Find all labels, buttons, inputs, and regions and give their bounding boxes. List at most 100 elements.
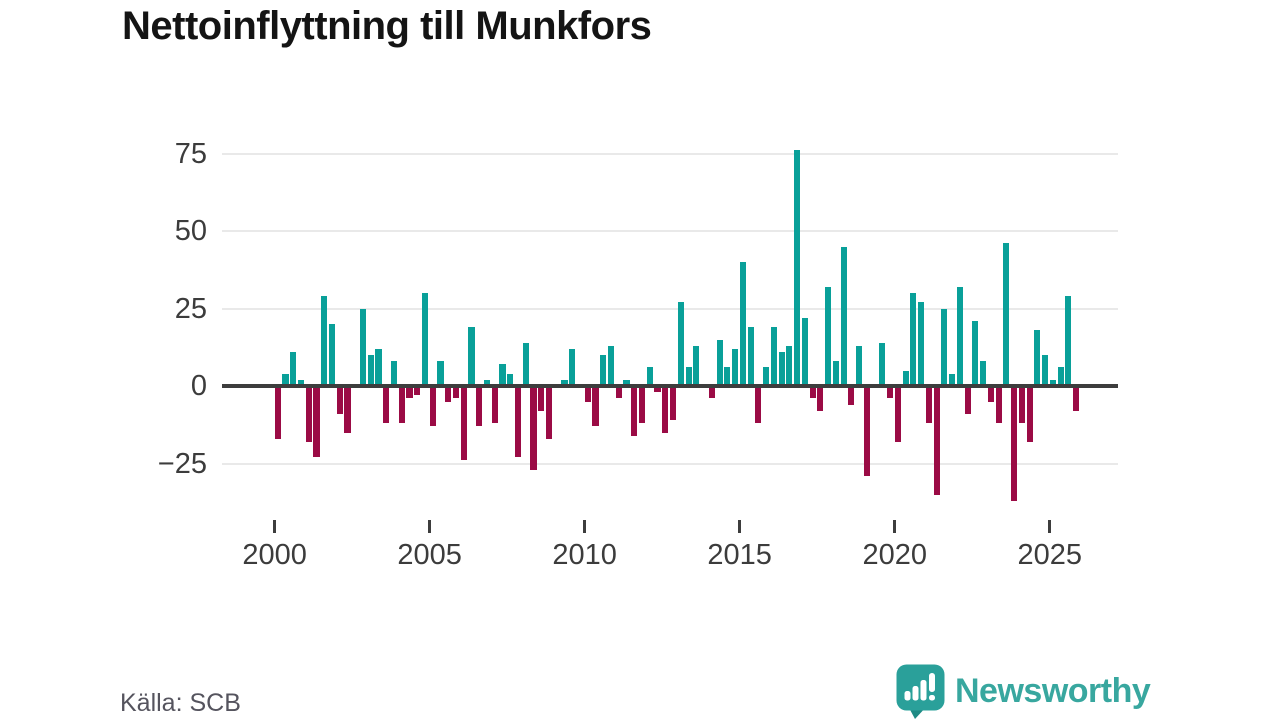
bar-2009Q2 <box>561 379 568 386</box>
bar-2022Q4 <box>980 361 987 386</box>
bar-2002Q4 <box>359 308 367 386</box>
bar-2023Q2 <box>995 386 1002 424</box>
bar-2025Q3 <box>1065 296 1072 386</box>
bar-2005Q2 <box>437 361 444 386</box>
bar-2001Q1 <box>305 386 312 442</box>
bar-2017Q1 <box>801 317 808 386</box>
bar-2007Q1 <box>491 386 498 424</box>
bar-2017Q4 <box>825 286 832 386</box>
bar-2006Q2 <box>468 327 475 386</box>
x-tick-label: 2010 <box>552 539 617 571</box>
x-tick-label: 2000 <box>242 539 307 571</box>
bar-2015Q4 <box>763 367 770 386</box>
x-tick-label: 2020 <box>862 539 928 571</box>
bar-2024Q2 <box>1026 386 1033 442</box>
bar-2011Q1 <box>615 386 622 399</box>
bar-2007Q2 <box>499 364 506 386</box>
gridline-75 <box>222 152 1118 155</box>
bar-2024Q4 <box>1042 355 1049 386</box>
bar-2010Q1 <box>584 386 591 402</box>
bar-2018Q4 <box>856 345 863 386</box>
bar-2014Q3 <box>724 367 731 386</box>
plot-area: 75 50 25 0 −25 2000 2005 2010 2015 2020 2025 <box>157 138 1118 571</box>
bar-2005Q3 <box>445 386 452 402</box>
bar-2004Q1 <box>398 386 405 424</box>
bar-2004Q3 <box>414 386 421 396</box>
y-tick-label: 25 <box>174 292 207 325</box>
bar-2000Q1 <box>274 386 281 439</box>
bar-2010Q4 <box>607 345 615 386</box>
bar-2018Q1 <box>832 361 839 386</box>
y-tick-label: 0 <box>190 370 207 402</box>
bar-2011Q3 <box>631 386 638 436</box>
bar-2014Q4 <box>732 348 739 386</box>
bar-2023Q3 <box>1003 243 1010 386</box>
bar-2008Q3 <box>538 386 545 411</box>
bar-2019Q1 <box>863 386 870 476</box>
gridline-25 <box>222 307 1118 310</box>
bar-2013Q1 <box>677 302 684 386</box>
bar-2021Q4 <box>949 373 956 386</box>
x-tick-2015 <box>738 520 742 533</box>
bar-2022Q3 <box>972 320 979 386</box>
bar-2020Q4 <box>918 302 925 386</box>
bar-2003Q3 <box>383 386 390 424</box>
chart-title: Nettoinflyttning till Munkfors <box>122 4 652 48</box>
bar-2021Q3 <box>941 308 948 386</box>
x-tick-2000 <box>273 520 277 533</box>
x-tick-label: 2005 <box>397 539 462 571</box>
bar-2022Q1 <box>956 286 963 386</box>
bar-2021Q2 <box>933 386 940 495</box>
bar-2024Q1 <box>1018 386 1025 424</box>
bar-2012Q2 <box>654 386 661 393</box>
bar-2020Q3 <box>910 293 917 386</box>
gridline--25 <box>222 462 1118 465</box>
source-label: Källa: SCB <box>120 689 241 717</box>
bar-2011Q2 <box>623 379 630 386</box>
bar-2024Q3 <box>1034 330 1041 386</box>
bar-2007Q4 <box>514 386 522 458</box>
bar-2018Q3 <box>848 386 855 405</box>
bar-2022Q2 <box>964 386 971 414</box>
bar-2025Q2 <box>1057 367 1064 386</box>
newsworthy-logo[interactable]: Newsworthy <box>896 663 1151 720</box>
bar-2006Q1 <box>460 386 467 461</box>
bar-2015Q2 <box>747 327 754 386</box>
bar-2010Q2 <box>592 386 599 427</box>
bar-2004Q2 <box>406 386 413 399</box>
bar-2014Q2 <box>716 339 723 386</box>
newsworthy-logo-text: Newsworthy <box>955 672 1151 710</box>
bar-2020Q1 <box>894 386 901 442</box>
newsworthy-logo-icon <box>896 664 945 719</box>
bar-2017Q2 <box>809 386 816 399</box>
bar-2025Q4 <box>1073 386 1080 411</box>
bar-2009Q3 <box>569 348 576 386</box>
bar-2017Q3 <box>817 386 824 411</box>
bar-2006Q3 <box>476 386 483 427</box>
x-tick-2025 <box>1048 520 1052 533</box>
bar-2001Q3 <box>321 296 328 386</box>
bar-2001Q2 <box>313 386 320 458</box>
bar-2015Q3 <box>755 386 762 424</box>
x-tick-label: 2025 <box>1017 539 1083 571</box>
bar-2013Q2 <box>685 367 692 386</box>
bar-2002Q2 <box>344 386 351 433</box>
bar-2008Q1 <box>522 342 529 386</box>
bar-2007Q3 <box>507 373 514 386</box>
bar-2000Q2 <box>282 373 289 386</box>
bar-2008Q2 <box>530 386 537 470</box>
x-tick-2010 <box>583 520 587 533</box>
bar-2001Q4 <box>328 324 336 386</box>
bar-2003Q4 <box>390 361 398 386</box>
bar-2023Q4 <box>1011 386 1018 501</box>
bar-2012Q4 <box>670 386 677 421</box>
bar-2002Q1 <box>336 386 343 414</box>
y-tick-label: −25 <box>157 447 207 480</box>
bar-2013Q3 <box>693 345 700 386</box>
bar-2025Q1 <box>1049 379 1056 386</box>
x-tick-2020 <box>893 520 897 533</box>
bar-2020Q2 <box>902 370 909 386</box>
bar-2014Q1 <box>708 386 715 399</box>
zero-axis-line <box>222 384 1118 388</box>
bar-2003Q1 <box>367 355 374 386</box>
